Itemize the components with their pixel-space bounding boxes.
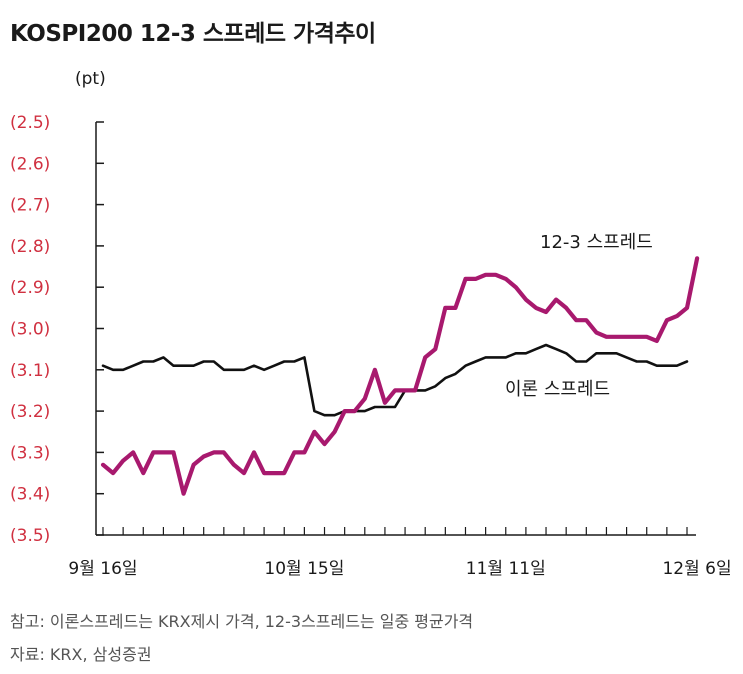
series-label-12-3: 12-3 스프레드 <box>540 232 653 253</box>
y-tick-label: (2.5) <box>10 113 50 133</box>
y-tick-label: (2.7) <box>10 196 50 216</box>
x-tick-label: 9월 16일 <box>68 559 137 579</box>
chart-title: KOSPI200 12-3 스프레드 가격추이 <box>10 21 376 47</box>
x-tick-label: 10월 15일 <box>264 559 344 579</box>
series-label-theory: 이론 스프레드 <box>505 379 610 400</box>
plot-area <box>100 256 700 496</box>
y-tick-label: (3.5) <box>10 526 50 546</box>
y-tick-label: (3.0) <box>10 320 50 340</box>
y-tick-label: (3.3) <box>10 443 50 463</box>
theory-spread-line <box>101 343 689 417</box>
y-tick-label: (3.4) <box>10 485 50 505</box>
y-tick-label: (3.1) <box>10 361 50 381</box>
y-axis-unit: (pt) <box>75 69 106 89</box>
x-tick-label: 11월 11일 <box>466 559 546 579</box>
y-tick-label: (3.2) <box>10 402 50 422</box>
x-tick-label: 12월 6일 <box>662 559 731 579</box>
chart-source: 자료: KRX, 삼성증권 <box>10 645 152 664</box>
y-tick-label: (2.8) <box>10 237 50 257</box>
chart-note: 참고: 이론스프레드는 KRX제시 가격, 12-3스프레드는 일중 평균가격 <box>10 612 474 631</box>
y-tick-label: (2.6) <box>10 154 50 174</box>
y-axis: (pt) (2.5) (2.6) (2.7) (2.8) (2.9) (3.0) (3.1) (… <box>10 69 106 546</box>
y-tick-label: (2.9) <box>10 278 50 298</box>
spread-12-3-line <box>100 256 700 496</box>
x-axis: 9월 16일 10월 15일 11월 11일 12월 6일 <box>68 527 732 579</box>
